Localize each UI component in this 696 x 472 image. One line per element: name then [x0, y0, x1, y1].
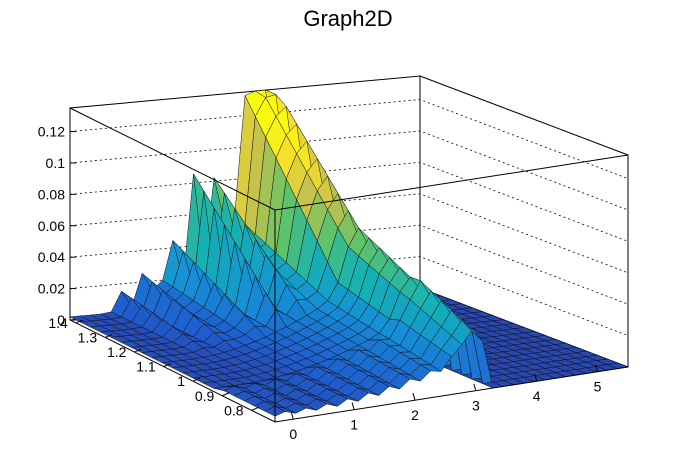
- gridline-z-3: [69, 193, 629, 274]
- y-tick-mark: [192, 377, 201, 382]
- chart-title: Graph2D: [303, 6, 392, 31]
- z-tick-label: 0: [57, 312, 65, 328]
- x-tick-mark: [595, 364, 599, 372]
- x-tick-label: 4: [533, 388, 541, 404]
- x-tick-mark: [290, 412, 294, 420]
- gridline-z-4: [69, 161, 629, 242]
- y-tick-label: 0.8: [224, 402, 244, 418]
- surface-plot: [69, 89, 629, 417]
- z-axis-labels: 0 0.02 0.04 0.06 0.08 0.1 0.12: [38, 124, 76, 328]
- frame-front-base: [69, 108, 629, 423]
- y-tick-label: 0.9: [195, 388, 215, 404]
- z-tick-label: 0.06: [38, 218, 65, 234]
- z-tick-label: 0.1: [46, 155, 66, 171]
- y-axis-labels: 0.8 0.9 1 1.1 1.2 1.3 1.4: [48, 315, 259, 418]
- y-tick-mark: [222, 392, 230, 397]
- front-frame: [69, 107, 629, 423]
- gridline-z-5: [69, 130, 629, 211]
- y-tick-mark: [134, 348, 142, 353]
- x-tick-mark: [351, 402, 355, 410]
- x-tick-mark: [412, 393, 416, 401]
- y-tick-mark: [163, 363, 171, 368]
- y-tick-label: 1.1: [136, 359, 156, 375]
- x-tick-label: 1: [350, 417, 358, 433]
- z-tick-label: 0.12: [38, 124, 65, 140]
- x-tick-mark: [534, 374, 538, 382]
- x-tick-label: 5: [594, 379, 602, 395]
- gridline-z-2: [69, 224, 629, 305]
- y-tick-label: 1.2: [107, 344, 127, 360]
- x-tick-label: 3: [472, 398, 480, 414]
- y-tick-label: 1: [177, 373, 185, 389]
- y-tick-mark: [104, 334, 113, 338]
- y-tick-label: 1.4: [48, 315, 68, 331]
- y-tick-label: 1.3: [78, 329, 98, 345]
- y-tick-mark: [251, 406, 259, 411]
- x-axis-labels: 0 1 2 3 4 5: [289, 364, 602, 442]
- x-tick-label: 0: [289, 426, 297, 442]
- x-tick-label: 2: [411, 407, 419, 423]
- gridline-z-1: [69, 256, 629, 336]
- z-tick-label: 0.04: [38, 249, 65, 265]
- z-tick-label: 0.08: [38, 186, 65, 202]
- y-tick-mark: [75, 319, 84, 324]
- x-tick-mark: [473, 383, 477, 391]
- z-tick-label: 0.02: [38, 281, 65, 297]
- gridline-z-6: [69, 99, 629, 179]
- frame-top-edge: [69, 107, 629, 211]
